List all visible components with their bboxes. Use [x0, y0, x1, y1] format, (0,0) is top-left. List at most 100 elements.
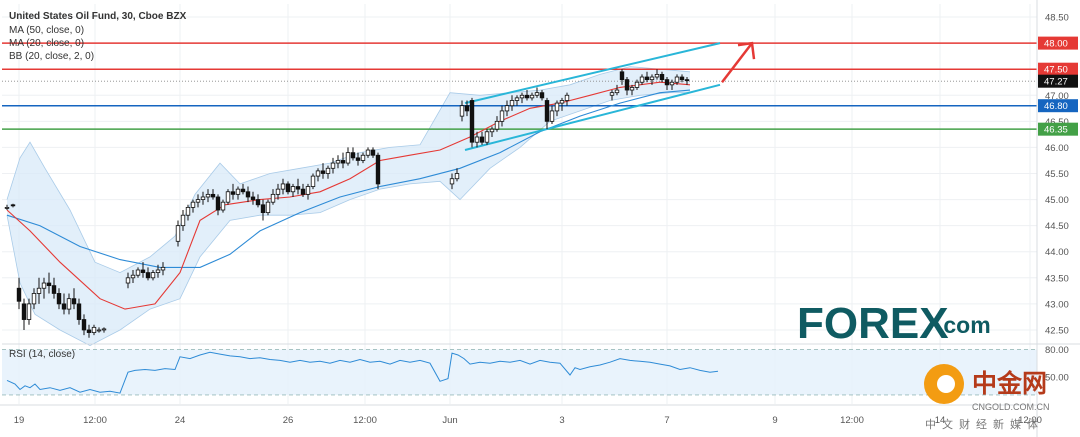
candle [514, 95, 520, 106]
candle [335, 155, 341, 169]
level-tag [1038, 99, 1078, 113]
candle [644, 71, 650, 83]
candle [225, 189, 231, 205]
candle [275, 183, 281, 200]
time-tick-label: 19 [14, 415, 25, 426]
candle [300, 183, 306, 197]
candle [140, 262, 146, 278]
candle [499, 105, 505, 127]
price-tick-label: 46.00 [1045, 143, 1069, 154]
candle [489, 126, 495, 137]
candle-body [629, 87, 635, 91]
candle [195, 194, 201, 208]
candle [96, 327, 102, 333]
candle-body [230, 191, 236, 195]
price-tick-label: 48.50 [1045, 13, 1069, 24]
legend-bb: BB (20, close, 2, 0) [9, 51, 94, 62]
candle-body [21, 303, 27, 320]
candle [649, 74, 655, 85]
candle [350, 147, 356, 161]
candle-body [200, 196, 206, 200]
candle-body [175, 225, 181, 242]
candle-body [140, 269, 146, 273]
bollinger-lower [6, 92, 690, 347]
time-tick-label: 14 [935, 415, 946, 426]
candle [345, 147, 351, 166]
candle-body [449, 178, 455, 185]
level-tag [1038, 36, 1078, 50]
candle-body [549, 110, 555, 122]
bollinger-upper [6, 66, 691, 274]
candle [494, 116, 500, 132]
candle-body [190, 201, 196, 208]
candle [559, 97, 565, 111]
rsi-band [2, 349, 1037, 395]
channel-upper-line [464, 42, 721, 105]
candle-body [180, 214, 186, 227]
candle-body [654, 74, 660, 78]
candle [155, 264, 161, 278]
candle [305, 183, 311, 200]
time-tick-label: 12:00 [840, 415, 864, 426]
candle [130, 269, 136, 284]
time-tick-label: 12:00 [1018, 415, 1042, 426]
candle-body [240, 188, 246, 193]
candle [185, 204, 191, 221]
level-tag-label: 46.80 [1044, 101, 1068, 112]
candle [375, 152, 381, 190]
price-tick-label: 44.00 [1045, 247, 1069, 258]
candle [449, 173, 455, 190]
candle-body [260, 204, 266, 214]
candle-body [464, 105, 470, 112]
time-tick-label: 26 [283, 415, 294, 426]
candle [619, 69, 625, 85]
candle-body [225, 191, 231, 203]
candle-body [46, 282, 52, 287]
candle-body [619, 71, 625, 81]
candle-body [474, 136, 480, 143]
time-tick-label: 12:00 [83, 415, 107, 426]
candle [125, 272, 131, 289]
candle [190, 199, 196, 213]
candle-body [61, 303, 67, 310]
candle-body [86, 329, 92, 333]
candle-body [125, 277, 131, 284]
candle-body [66, 298, 72, 310]
candle-body [56, 293, 62, 305]
candle [474, 131, 480, 148]
legend: United States Oil Fund, 30, Cboe BZX MA … [9, 11, 187, 360]
candle-body [150, 272, 156, 279]
candle [160, 262, 166, 276]
candle-body [504, 105, 510, 112]
candle-body [315, 170, 321, 177]
price-tick-label: 45.50 [1045, 169, 1069, 180]
candle [215, 194, 221, 216]
time-tick-label: 24 [175, 415, 186, 426]
candle [235, 186, 241, 200]
candle [295, 178, 301, 195]
time-tick-label: 12:00 [353, 415, 377, 426]
candle [544, 97, 550, 130]
candle-body [360, 154, 366, 161]
candle [684, 77, 690, 85]
candle-body [644, 76, 650, 81]
candle [634, 79, 640, 91]
candle [26, 298, 32, 325]
candle-body [669, 81, 675, 86]
candle-body [649, 76, 655, 81]
level-tag [1038, 122, 1078, 136]
candle-body [195, 199, 201, 203]
candle-body [16, 287, 22, 302]
candle [285, 181, 291, 195]
candle-body [350, 152, 356, 159]
candle-body [31, 293, 37, 305]
target-arrow [721, 42, 753, 83]
cngold-subtitle: 中文财经新媒体 [925, 417, 1044, 431]
watermark-brand: FOREX [797, 299, 949, 348]
candle [220, 199, 226, 213]
candle [265, 199, 271, 216]
candle [240, 183, 246, 195]
candle [554, 100, 560, 117]
price-tick-label: 44.50 [1045, 221, 1069, 232]
